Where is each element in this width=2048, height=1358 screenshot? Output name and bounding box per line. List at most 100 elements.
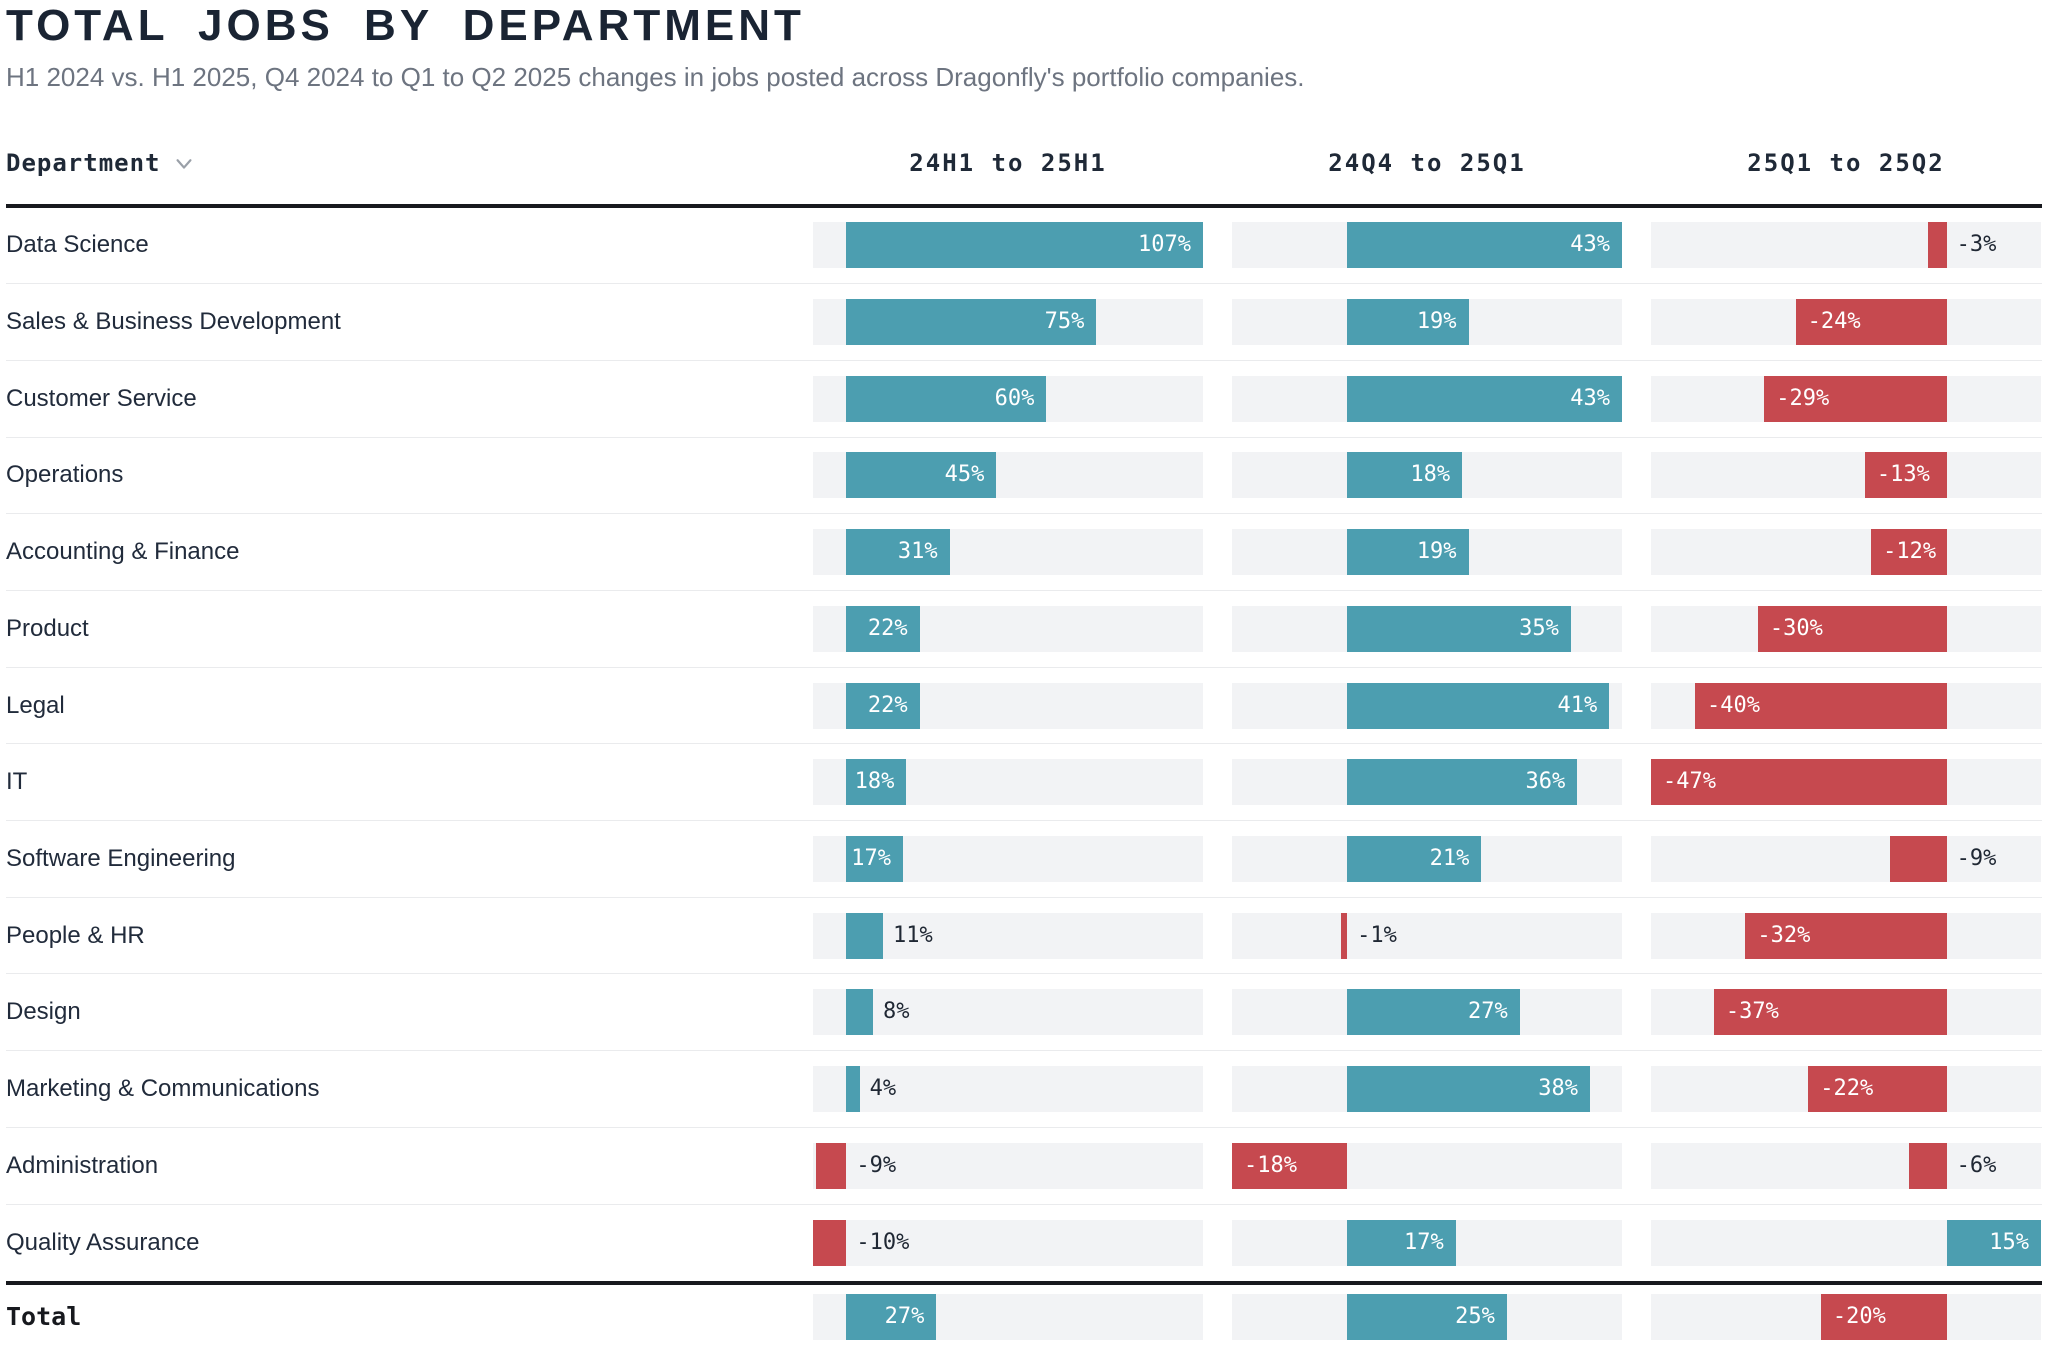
value-bar — [1713, 989, 1947, 1036]
bar-cell: 25% — [1232, 1293, 1622, 1340]
value-bar — [1347, 452, 1463, 499]
bar-cell: -40% — [1651, 682, 2041, 729]
value-label: -30% — [1769, 615, 1823, 641]
value-bar — [1757, 605, 1947, 652]
department-name: Administration — [6, 1151, 159, 1179]
bar-track: 18% — [813, 759, 1203, 806]
value-bar — [1695, 682, 1947, 729]
value-label: 75% — [1044, 309, 1085, 335]
bar-cell: -10% — [813, 1219, 1203, 1266]
bar-cell: -13% — [1651, 452, 2041, 499]
bar-track: 22% — [813, 605, 1203, 652]
bar-track: -37% — [1651, 989, 2041, 1036]
value-label: -47% — [1663, 769, 1716, 795]
bar-track: -30% — [1651, 605, 2041, 652]
department-sort-control[interactable]: Department — [6, 149, 784, 177]
value-bar — [1795, 299, 1947, 346]
bar-cell: 17% — [813, 835, 1203, 882]
bar-track: 21% — [1232, 835, 1622, 882]
value-label: 45% — [944, 462, 985, 488]
bar-track: 17% — [1232, 1219, 1622, 1266]
value-label: -18% — [1244, 1152, 1297, 1178]
bar-cell: 11% — [813, 912, 1203, 959]
value-bar — [1808, 1065, 1947, 1112]
value-bar — [1347, 605, 1571, 652]
value-label: -3% — [1956, 232, 1997, 258]
bar-track: 60% — [813, 375, 1203, 422]
department-name: Data Science — [6, 231, 149, 259]
bar-cell: 41% — [1232, 682, 1622, 729]
bar-cell: 60% — [813, 375, 1203, 422]
value-label: 4% — [869, 1075, 897, 1101]
column-header-2: 24Q4 to 25Q1 — [1328, 148, 1526, 177]
column-header-3: 25Q1 to 25Q2 — [1747, 148, 1945, 177]
table-row: Software Engineering 17% 21% -9% — [6, 821, 2042, 898]
column-header-1: 24H1 to 25H1 — [909, 148, 1107, 177]
value-bar — [813, 1219, 847, 1266]
bar-cell: 17% — [1232, 1219, 1622, 1266]
table-row: Quality Assurance -10% 17% 15% — [6, 1205, 2042, 1282]
bar-track: 107% — [813, 222, 1203, 269]
bar-track: -10% — [813, 1219, 1203, 1266]
value-label: -12% — [1883, 539, 1937, 565]
bar-track: -9% — [813, 1142, 1203, 1189]
bar-track: 18% — [1232, 452, 1622, 499]
value-label: 43% — [1570, 385, 1610, 411]
bar-track: -18% — [1232, 1142, 1622, 1189]
bar-cell: 35% — [1232, 605, 1622, 652]
value-bar — [1347, 682, 1610, 729]
bar-track: 35% — [1232, 605, 1622, 652]
bar-track: 22% — [813, 682, 1203, 729]
bar-track: -9% — [1651, 835, 2041, 882]
value-label: 18% — [854, 769, 895, 795]
bar-cell: 18% — [813, 759, 1203, 806]
value-bar — [1347, 1293, 1507, 1340]
bar-track: -6% — [1651, 1142, 2041, 1189]
value-bar — [1820, 1293, 1947, 1340]
value-bar — [1347, 1219, 1456, 1266]
value-label: -10% — [856, 1229, 910, 1255]
value-label: 21% — [1429, 845, 1470, 871]
value-label: -22% — [1820, 1075, 1874, 1101]
value-label: 22% — [867, 692, 908, 718]
page-subtitle: H1 2024 vs. H1 2025, Q4 2024 to Q1 to Q2… — [6, 62, 1305, 93]
department-name: Operations — [6, 461, 124, 489]
value-label: 15% — [1989, 1229, 2029, 1255]
value-bar — [1347, 835, 1482, 882]
value-bar — [1927, 222, 1947, 269]
bar-track: 4% — [813, 1065, 1203, 1112]
bar-cell: 18% — [1232, 452, 1622, 499]
bar-track: 38% — [1232, 1065, 1622, 1112]
value-label: 36% — [1525, 769, 1566, 795]
value-bar — [1651, 759, 1947, 806]
bar-cell: 45% — [813, 452, 1203, 499]
value-bar — [1347, 1065, 1591, 1112]
value-label: 17% — [1404, 1229, 1444, 1255]
bar-cell: 19% — [1232, 299, 1622, 346]
jobs-table-body: Data Science 107% 43% -3% Sales & Busine… — [6, 208, 2042, 1282]
department-name: Sales & Business Development — [6, 308, 341, 336]
department-name: Marketing & Communications — [6, 1074, 320, 1102]
bar-cell: 4% — [813, 1065, 1203, 1112]
value-bar — [846, 759, 907, 806]
value-bar — [1871, 529, 1947, 576]
value-label: 31% — [897, 539, 938, 565]
table-row: People & HR 11% -1% -32% — [6, 898, 2042, 975]
bar-track: 36% — [1232, 759, 1622, 806]
bar-cell: -47% — [1651, 759, 2041, 806]
bar-cell: 19% — [1232, 529, 1622, 576]
value-label: 27% — [884, 1303, 925, 1329]
bar-cell: 36% — [1232, 759, 1622, 806]
table-row: Product 22% 35% -30% — [6, 591, 2042, 668]
value-bar — [846, 222, 1203, 269]
value-bar — [846, 1293, 937, 1340]
value-bar — [1764, 375, 1947, 422]
bar-track: 45% — [813, 452, 1203, 499]
table-row: Sales & Business Development 75% 19% -24… — [6, 284, 2042, 361]
value-bar — [1347, 989, 1520, 1036]
total-label: Total — [6, 1302, 82, 1332]
value-label: 19% — [1416, 539, 1457, 565]
value-bar — [1232, 1142, 1348, 1189]
value-label: 17% — [851, 845, 891, 871]
